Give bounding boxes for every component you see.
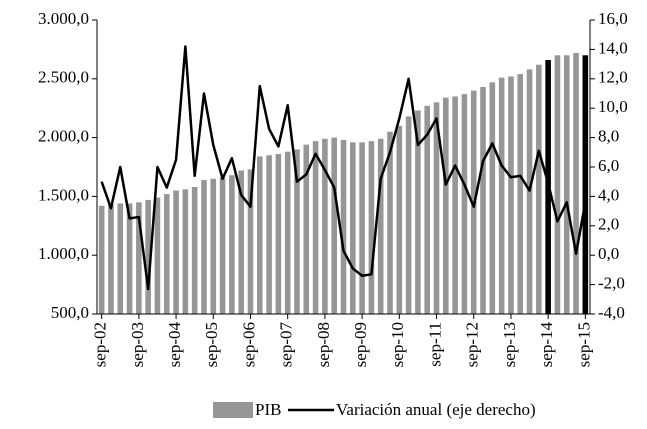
bar	[312, 141, 319, 314]
x-tick-label: sep-04	[165, 322, 184, 368]
x-tick-label: sep-11	[425, 322, 444, 367]
bar	[377, 138, 384, 314]
x-tick-label: sep-13	[500, 322, 519, 367]
y2-tick-label: 8,0	[598, 127, 619, 146]
bar	[191, 186, 198, 314]
bar	[238, 170, 244, 314]
y-tick-label: 3.000,0	[38, 9, 89, 28]
x-tick-label: sep-03	[128, 322, 147, 367]
bar	[498, 77, 505, 315]
bar	[136, 202, 142, 314]
bar	[145, 199, 151, 314]
bar	[117, 203, 124, 314]
bar	[294, 149, 300, 314]
bar	[573, 52, 579, 314]
legend-label: Variación anual (eje derecho)	[336, 400, 536, 419]
x-tick-label: sep-10	[388, 322, 407, 367]
y2-tick-label: 6,0	[598, 156, 619, 175]
bar	[554, 55, 561, 314]
bar	[340, 139, 347, 314]
bar	[275, 154, 282, 314]
bar	[387, 131, 393, 314]
bar	[247, 169, 254, 314]
bar	[266, 155, 272, 314]
bar	[322, 138, 328, 314]
y2-tick-label: -4,0	[598, 303, 625, 322]
x-tick-label: sep-05	[202, 322, 221, 367]
bar	[582, 55, 589, 314]
bar	[210, 178, 217, 314]
bar	[173, 190, 179, 314]
y2-tick-label: 0,0	[598, 244, 619, 263]
x-tick-label: sep-07	[277, 322, 296, 368]
bar	[396, 125, 403, 314]
bar	[256, 156, 263, 314]
y2-tick-label: 10,0	[598, 97, 628, 116]
x-tick-label: sep-12	[463, 322, 482, 367]
bar	[368, 141, 375, 314]
bar	[433, 102, 440, 314]
bar	[517, 74, 524, 314]
y-tick-label: 1.500,0	[38, 185, 89, 204]
y2-tick-label: -2,0	[598, 274, 625, 293]
x-tick-label: sep-15	[574, 322, 593, 367]
y2-tick-label: 2,0	[598, 215, 619, 234]
y2-tick-label: 16,0	[598, 9, 628, 28]
legend-swatch	[213, 402, 253, 418]
bar	[350, 142, 356, 314]
bar	[443, 97, 449, 314]
legend-label: PIB	[255, 400, 281, 419]
bar	[452, 96, 458, 314]
bar	[229, 175, 235, 314]
y2-tick-label: 4,0	[598, 185, 619, 204]
x-tick-label: sep-14	[537, 322, 556, 368]
bar	[219, 177, 226, 314]
bar	[284, 151, 291, 314]
bar	[98, 205, 105, 314]
bar	[331, 137, 337, 314]
bar	[415, 110, 421, 314]
x-tick-label: sep-09	[351, 322, 370, 367]
y-tick-label: 2.500,0	[38, 68, 89, 87]
x-tick-label: sep-06	[239, 322, 258, 367]
bar	[563, 55, 570, 314]
y-tick-label: 1.000,0	[38, 244, 89, 263]
bar	[126, 203, 133, 314]
bar	[508, 76, 514, 314]
bar	[489, 82, 496, 314]
bar	[480, 87, 486, 314]
bar	[405, 116, 412, 314]
x-tick-label: sep-08	[314, 322, 333, 367]
bar	[182, 189, 189, 314]
bar	[359, 142, 365, 314]
x-tick-label: sep-02	[91, 322, 110, 367]
bar	[163, 194, 170, 314]
y2-tick-label: 14,0	[598, 38, 628, 57]
y-tick-label: 2.000,0	[38, 127, 89, 146]
bar	[536, 64, 542, 314]
bar	[303, 144, 310, 314]
bar	[154, 197, 161, 314]
y2-tick-label: 12,0	[598, 68, 628, 87]
line	[100, 45, 587, 291]
bar	[424, 105, 431, 315]
y-tick-label: 500,0	[51, 303, 89, 322]
bar	[201, 179, 207, 314]
bar	[108, 204, 114, 314]
bar	[461, 94, 468, 314]
